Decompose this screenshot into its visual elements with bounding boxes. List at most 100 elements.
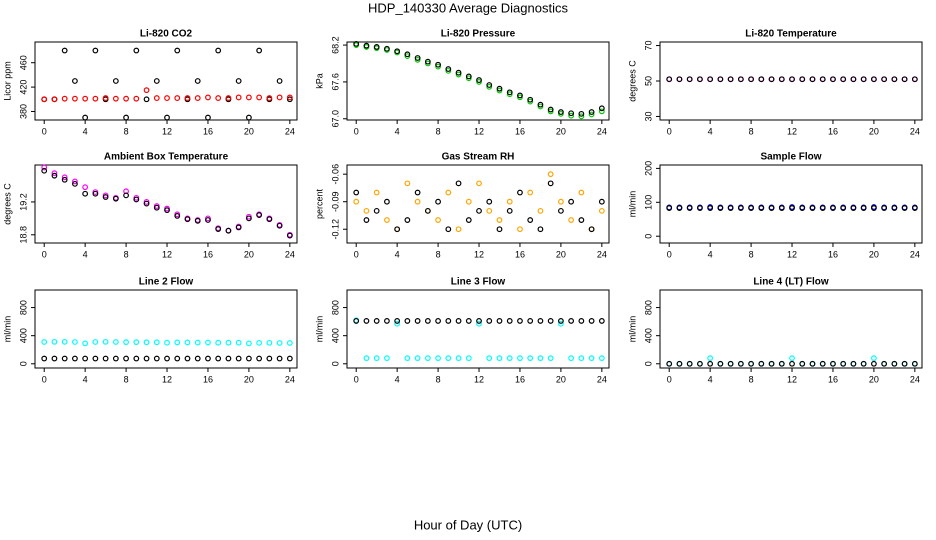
point [245, 215, 252, 222]
point [41, 164, 48, 171]
point [748, 205, 754, 211]
point [133, 95, 140, 102]
point [860, 360, 867, 367]
point [404, 180, 411, 187]
point [394, 48, 401, 55]
point [547, 108, 554, 115]
point [727, 360, 734, 367]
x-tick-label: 8 [436, 374, 441, 384]
point [527, 96, 534, 103]
point [697, 76, 703, 83]
point [235, 78, 242, 84]
plot-box [34, 289, 298, 369]
x-tick-label: 16 [828, 374, 838, 384]
point [184, 216, 191, 223]
y-tick-label: -0.06 [330, 164, 340, 185]
point [568, 318, 575, 324]
y-tick-label: 19.2 [18, 193, 28, 211]
point [568, 217, 575, 223]
point [465, 198, 472, 205]
point [133, 355, 140, 362]
y-tick-label: 67.6 [330, 73, 340, 91]
point [727, 205, 734, 211]
point [112, 195, 119, 202]
point [547, 318, 554, 324]
point [799, 205, 806, 211]
point [266, 339, 273, 346]
point [911, 205, 918, 211]
point [506, 355, 513, 362]
point [799, 76, 806, 83]
point [537, 355, 544, 362]
x-tick-label: 8 [749, 374, 754, 384]
point [276, 222, 283, 229]
point [194, 95, 201, 101]
point [870, 205, 877, 211]
x-tick-label: 4 [708, 374, 713, 384]
point [174, 355, 181, 362]
point [445, 226, 452, 233]
point [194, 217, 201, 224]
point [215, 226, 222, 232]
point [870, 360, 877, 367]
point [102, 355, 109, 362]
point [256, 212, 263, 218]
x-tick-label: 0 [354, 374, 359, 384]
point [164, 114, 170, 121]
point [445, 355, 452, 362]
point [353, 318, 360, 324]
point [465, 355, 472, 362]
point [72, 178, 78, 185]
point [205, 355, 211, 362]
point [72, 78, 78, 84]
point [435, 198, 441, 205]
point [82, 114, 89, 121]
point [414, 318, 421, 324]
point [41, 96, 48, 103]
plot-box [34, 41, 298, 121]
point [486, 318, 493, 324]
point [717, 76, 724, 83]
x-tick-label: 4 [708, 249, 713, 259]
point [256, 94, 263, 101]
point [82, 355, 89, 362]
point [164, 339, 170, 346]
point [164, 95, 170, 101]
x-tick-label: 20 [556, 249, 566, 259]
point [588, 318, 595, 324]
point [901, 360, 908, 367]
point [225, 339, 232, 346]
point [737, 205, 744, 211]
point [112, 78, 119, 84]
point [901, 205, 908, 211]
point [748, 360, 754, 367]
point [41, 167, 48, 174]
point [840, 205, 847, 211]
x-tick-label: 8 [749, 249, 754, 259]
point [245, 94, 252, 101]
point [578, 189, 585, 196]
x-tick-label: 0 [42, 249, 47, 259]
point [435, 61, 441, 68]
point [476, 180, 482, 187]
point [133, 339, 140, 346]
x-tick-label: 16 [515, 249, 525, 259]
point [445, 66, 452, 72]
panel-title: Sample Flow [760, 152, 821, 163]
point [476, 207, 482, 214]
point [537, 207, 544, 214]
point [153, 204, 160, 211]
point [686, 76, 693, 83]
point [424, 58, 431, 65]
point [455, 69, 462, 76]
y-axis-label: ml/min [627, 191, 637, 218]
point [598, 105, 605, 112]
point [717, 360, 724, 367]
point [819, 76, 826, 83]
point [153, 339, 160, 346]
point [225, 95, 232, 101]
point [496, 318, 503, 324]
point [506, 198, 513, 205]
point [496, 217, 503, 223]
point [455, 226, 462, 233]
